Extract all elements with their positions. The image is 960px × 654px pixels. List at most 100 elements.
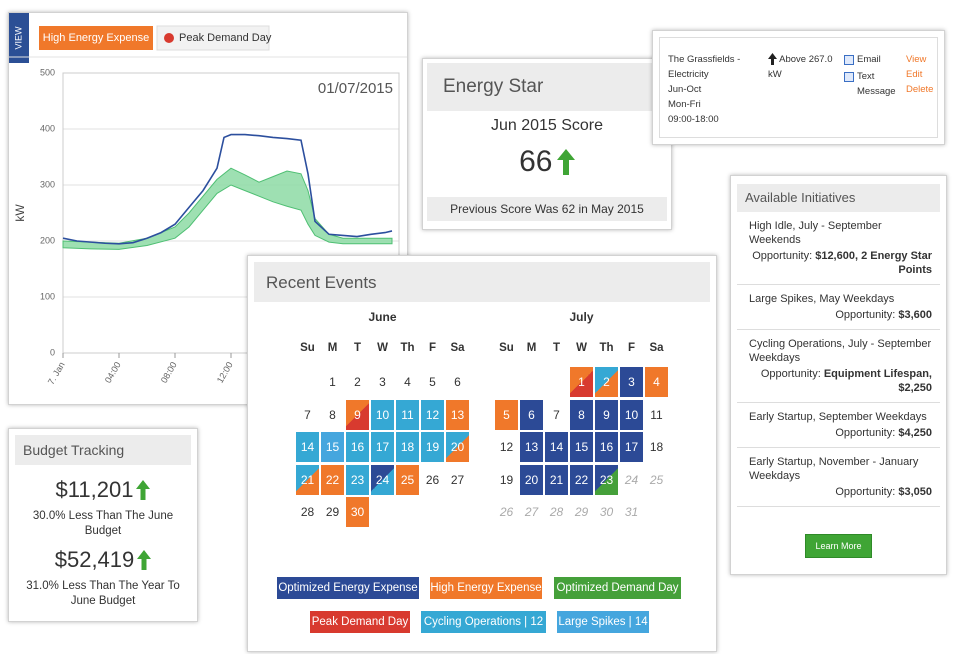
- calendar-day: 2: [345, 366, 370, 398]
- button-row: Learn More: [731, 534, 946, 558]
- arrow-shape: [137, 550, 152, 570]
- budget-list: $11,201 30.0% Less Than The June Budget $5…: [9, 477, 197, 609]
- initiative-item: Large Spikes, May Weekdays Opportunity: $…: [737, 285, 940, 330]
- view-tab[interactable]: [9, 13, 29, 63]
- event-legend-button[interactable]: Cycling Operations | 12: [421, 611, 546, 633]
- calendar-day: 14: [544, 431, 569, 463]
- calendar-day: 13: [445, 398, 470, 431]
- calendar-day: 17: [619, 431, 644, 463]
- action-link[interactable]: Edit: [906, 69, 923, 80]
- up-arrow-icon: [768, 53, 777, 66]
- channel-option: Text Message: [844, 69, 900, 99]
- x-tick-label: 04:00: [103, 360, 123, 385]
- y-tick-label: 300: [40, 179, 55, 189]
- month-title: July: [569, 310, 594, 324]
- view-tab-label: VIEW: [13, 26, 23, 50]
- month-title: June: [368, 310, 397, 324]
- event-legend-button[interactable]: Large Spikes | 14: [557, 611, 649, 633]
- previous-score: Previous Score Was 62 in May 2015: [427, 197, 667, 221]
- weekday-label: Sa: [649, 342, 664, 354]
- calendar-day: 23: [345, 463, 370, 496]
- x-tick-label: 7. Jan: [46, 360, 67, 386]
- calendar-day: 22: [569, 463, 594, 496]
- calendar-day: 18: [395, 431, 420, 463]
- legend-button[interactable]: [39, 26, 153, 50]
- calendar-day: 28: [295, 496, 320, 528]
- x-tick-label: 12:00: [215, 360, 235, 385]
- learn-more-button[interactable]: Learn More: [805, 534, 872, 558]
- weekday-label: M: [526, 342, 537, 354]
- months: Jun-Oct: [668, 84, 702, 95]
- panel-title: Energy Star: [427, 63, 667, 111]
- calendar-day: 16: [345, 431, 370, 463]
- calendar-day: 17: [370, 431, 395, 463]
- y-axis-label: kW: [13, 204, 27, 222]
- opportunity-value: $3,600: [898, 309, 932, 321]
- action-link[interactable]: Delete: [906, 84, 934, 95]
- calendar-day: 24: [370, 463, 395, 496]
- initiative-name: Cycling Operations, July - September Wee…: [749, 338, 932, 364]
- initiative-name: Early Startup, September Weekdays: [749, 411, 927, 423]
- initiative-item: High Idle, July - September Weekends Oppo…: [737, 212, 940, 285]
- calendar-day: 25: [395, 463, 420, 496]
- energy-star-panel: Energy Star Jun 2015 Score 66 Previous S…: [422, 58, 672, 230]
- meter: The Grassfields - Electricity: [668, 54, 741, 80]
- calendar-day: 8: [320, 398, 345, 431]
- initiative-name: Large Spikes, May Weekdays: [749, 293, 895, 305]
- calendar-day: 20: [445, 431, 470, 463]
- opportunity-value: $3,050: [898, 486, 932, 498]
- event-legend-button[interactable]: Optimized Demand Day: [554, 577, 681, 599]
- alert-rule: The Grassfields - Electricity Jun-Oct Mo…: [659, 37, 938, 138]
- budget-panel: Budget Tracking $11,201 30.0% Less Than T…: [8, 428, 198, 622]
- expected-band: [62, 167, 393, 250]
- calendar-day: 13: [519, 431, 544, 463]
- budget-amount: $52,419: [54, 547, 135, 572]
- weekday-label: W: [377, 342, 388, 354]
- initiative-opportunity: Opportunity: $3,050: [749, 485, 932, 499]
- budget-amount-row: $11,201: [9, 477, 197, 503]
- calendar-day: 10: [619, 398, 644, 431]
- y-tick-label: 200: [40, 235, 55, 245]
- calendar-day: 11: [644, 398, 669, 431]
- weekday-label: T: [552, 342, 561, 354]
- opportunity-label: Opportunity:: [835, 427, 896, 439]
- legend-button[interactable]: [156, 25, 270, 51]
- initiative-opportunity: Opportunity: $4,250: [749, 426, 932, 440]
- calendar-day: 3: [619, 366, 644, 398]
- alert-panel: The Grassfields - Electricity Jun-Oct Mo…: [652, 30, 945, 145]
- hours: 09:00-18:00: [668, 114, 719, 125]
- event-legend-button[interactable]: High Energy Expense: [430, 577, 542, 599]
- usage-line: [62, 133, 393, 245]
- calendar-day: 27: [519, 496, 544, 528]
- weekday-label: M: [327, 342, 338, 354]
- opportunity-label: Opportunity:: [752, 250, 813, 262]
- panel-title: Available Initiatives: [737, 184, 940, 212]
- legend-label: High Energy Expense: [43, 32, 149, 44]
- calendar-day: 12: [420, 398, 445, 431]
- usage-chart: VIEW High Energy Expense Peak Demand Day01…: [9, 13, 407, 386]
- calendar-day: 7: [544, 398, 569, 431]
- calendar-day: 5: [494, 398, 519, 431]
- event-legend-button[interactable]: Peak Demand Day: [310, 611, 410, 633]
- event-legend-button[interactable]: Optimized Energy Expense: [277, 577, 419, 599]
- channel-label: Text Message: [857, 71, 896, 97]
- opportunity-label: Opportunity:: [835, 309, 896, 321]
- checkbox[interactable]: [844, 55, 854, 65]
- channel-label: Email: [857, 54, 881, 65]
- calendar-day: 15: [320, 431, 345, 463]
- score-row: 66: [423, 145, 671, 183]
- weekday-label: Su: [300, 342, 315, 354]
- calendar-day: 30: [345, 496, 370, 528]
- calendar-day: 20: [519, 463, 544, 496]
- calendar-day: 29: [320, 496, 345, 528]
- calendar-day: 2: [594, 366, 619, 398]
- budget-note: 30.0% Less Than The June Budget: [32, 510, 174, 537]
- calendar-day: 27: [445, 463, 470, 496]
- budget-note: 31.0% Less Than The Year To June Budget: [26, 580, 180, 607]
- calendar-day: 31: [619, 496, 644, 528]
- initiative-name: Early Startup, November - January Weekda…: [749, 456, 919, 482]
- action-link[interactable]: View: [906, 54, 927, 65]
- checkbox[interactable]: [844, 72, 854, 82]
- initiative-list: High Idle, July - September Weekends Oppo…: [737, 212, 940, 507]
